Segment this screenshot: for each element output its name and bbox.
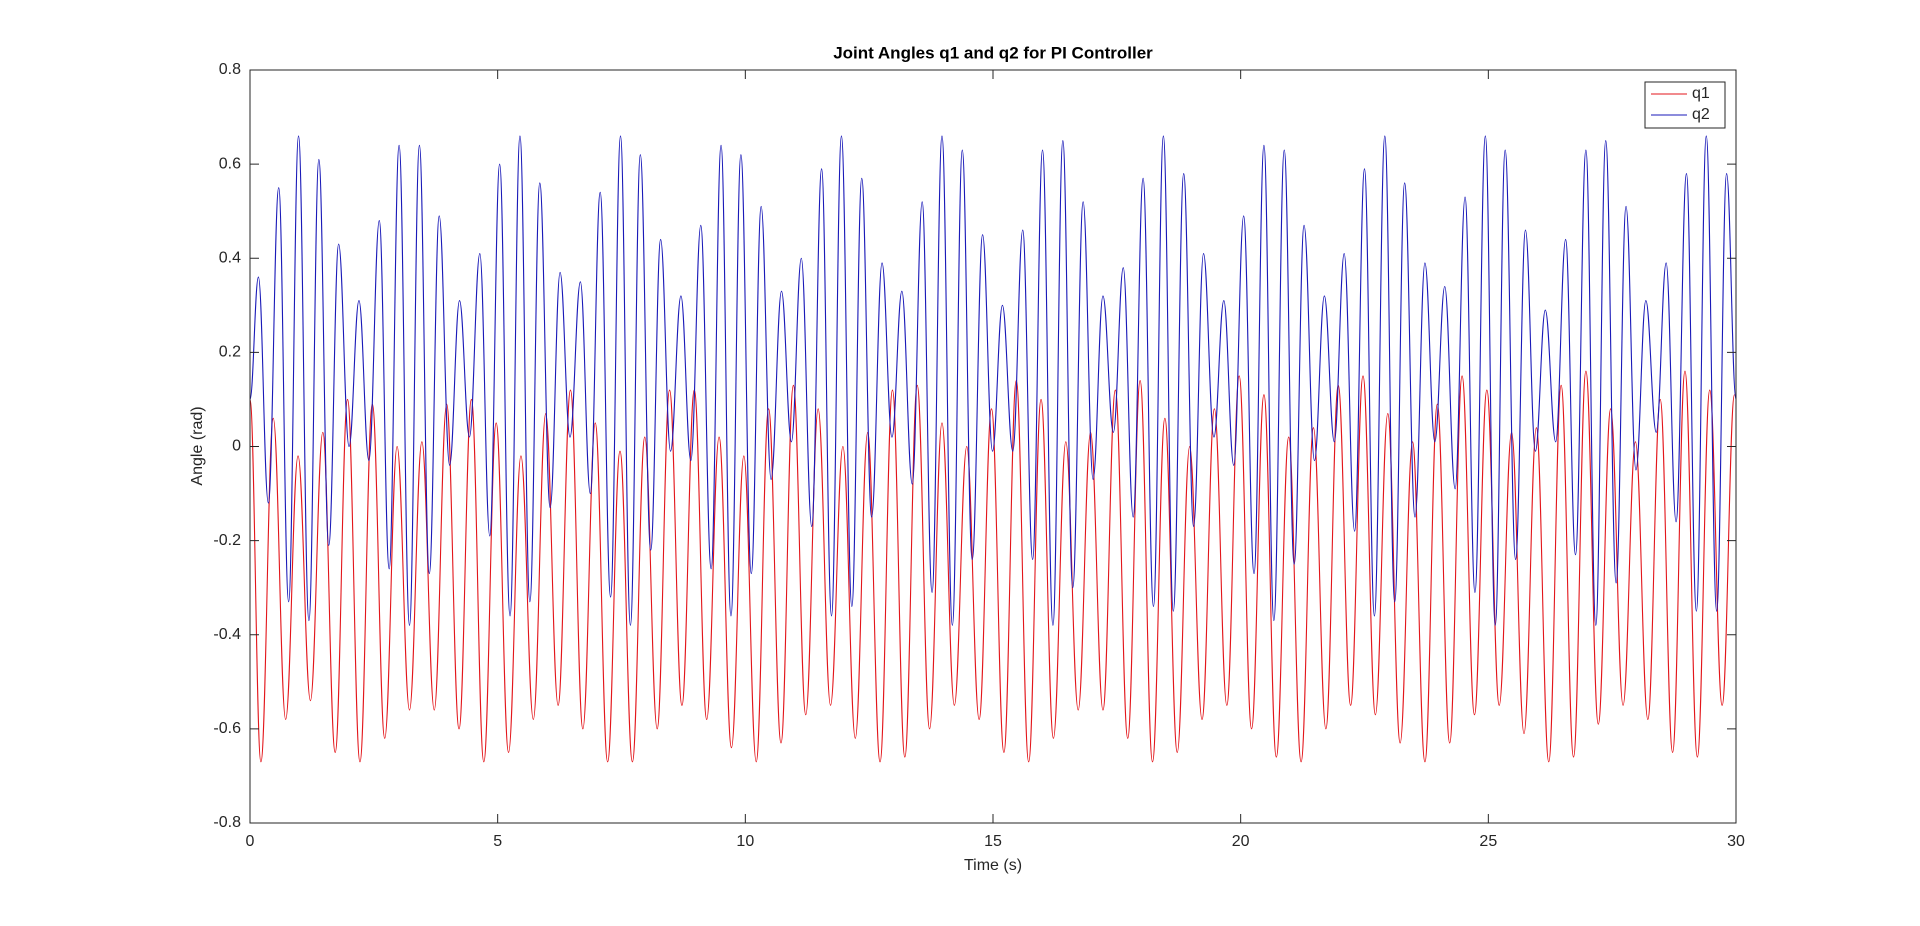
y-tick-label: -0.4 — [213, 626, 241, 643]
y-tick-label: 0 — [232, 438, 241, 455]
y-axis-label: Angle (rad) — [189, 406, 206, 485]
x-tick-label: 20 — [1232, 833, 1250, 850]
series-line — [250, 370, 1736, 763]
y-tick-label: -0.8 — [213, 814, 241, 831]
x-tick-label: 15 — [984, 833, 1002, 850]
x-tick-label: 25 — [1479, 833, 1497, 850]
legend-box — [1644, 81, 1726, 129]
legend-label: q1 — [1692, 85, 1710, 102]
legend-label: q2 — [1692, 106, 1710, 123]
x-tick-label: 0 — [246, 833, 255, 850]
y-tick-label: 0.6 — [219, 155, 241, 172]
y-tick-label: 0.8 — [219, 61, 241, 78]
series-line — [250, 135, 1736, 626]
x-axis-label: Time (s) — [964, 857, 1022, 874]
x-tick-label: 10 — [736, 833, 754, 850]
y-tick-label: 0.2 — [219, 344, 241, 361]
x-tick-label: 5 — [493, 833, 502, 850]
y-tick-label: 0.4 — [219, 249, 241, 266]
x-tick-label: 30 — [1727, 833, 1745, 850]
y-tick-label: -0.2 — [213, 532, 241, 549]
chart-title: Joint Angles q1 and q2 for PI Controller — [833, 43, 1153, 62]
y-tick-label: -0.6 — [213, 720, 241, 737]
